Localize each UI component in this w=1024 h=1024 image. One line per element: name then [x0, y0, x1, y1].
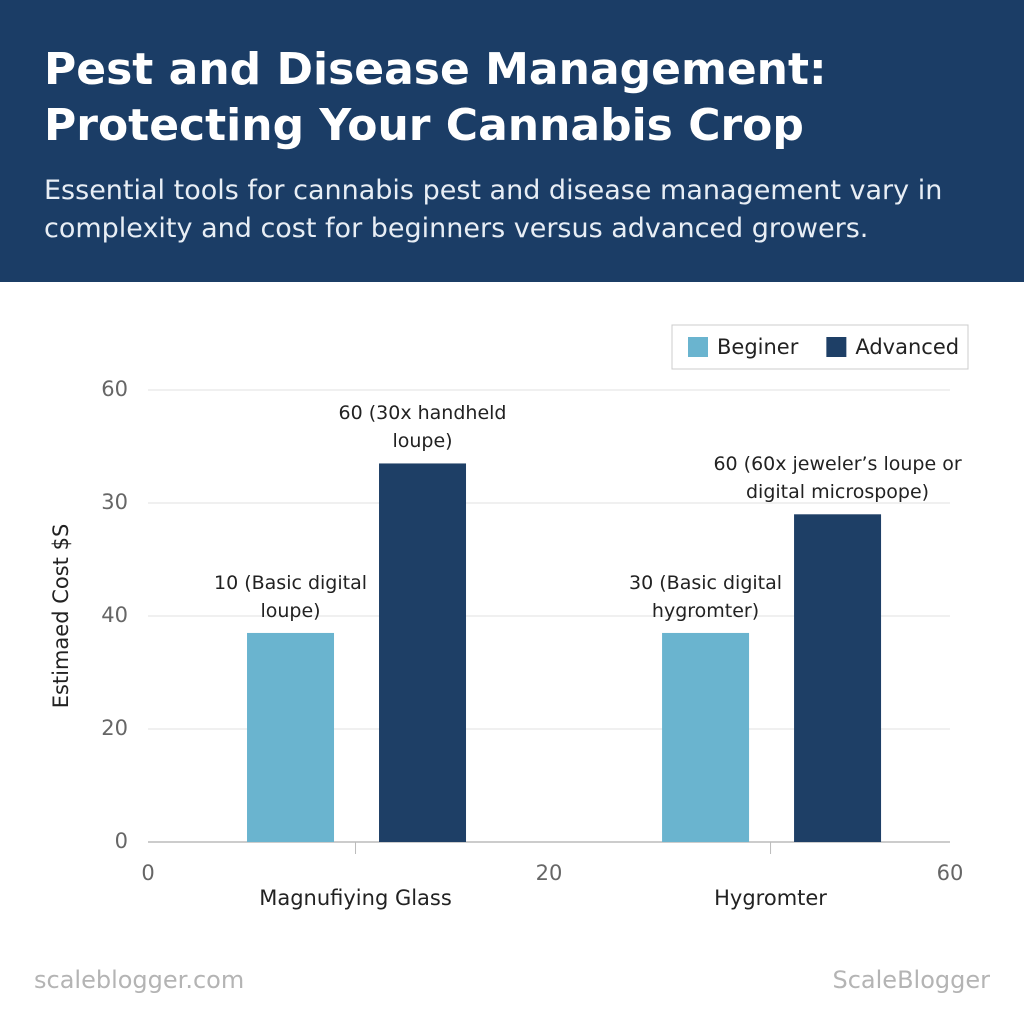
bar — [794, 514, 882, 842]
bar — [662, 632, 750, 842]
legend-swatch — [688, 337, 708, 357]
y-tick-label: 20 — [101, 716, 128, 740]
bar — [379, 463, 467, 842]
y-tick-label: 0 — [115, 829, 128, 853]
x-category-label: Magnufiying Glass — [259, 886, 452, 910]
bar — [247, 632, 335, 842]
y-tick-label: 30 — [101, 490, 128, 514]
x-tick-label: 0 — [141, 861, 154, 885]
y-tick-label: 60 — [101, 377, 128, 401]
footer-left: scaleblogger.com — [34, 966, 245, 994]
data-label: 30 (Basic digital hygromter) — [629, 571, 783, 622]
data-label: 10 (Basic digital loupe) — [214, 571, 368, 622]
x-tick-label: 60 — [937, 861, 964, 885]
header: Pest and Disease Management: Protecting … — [0, 0, 1024, 282]
legend: Beginer Advanced — [671, 324, 969, 370]
x-tick-label: 20 — [536, 861, 563, 885]
chart-title: Pest and Disease Management: Protecting … — [44, 44, 827, 151]
legend-box — [671, 324, 969, 370]
y-axis-label: Estimaed Cost $S — [49, 524, 73, 709]
data-label: 60 (30x handheld loupe) — [338, 402, 507, 453]
legend-swatch — [826, 337, 847, 357]
x-category-label: Hygromter — [714, 886, 827, 910]
footer-right: ScaleBlogger — [832, 966, 991, 994]
legend-label: Advanced — [855, 335, 959, 359]
chart-subtitle: Essential tools for cannabis pest and di… — [44, 175, 943, 244]
legend-label: Beginer — [717, 335, 799, 359]
y-tick-label: 40 — [101, 603, 128, 627]
data-label: 60 (60x jeweler’s loupe or digital micro… — [713, 453, 962, 504]
